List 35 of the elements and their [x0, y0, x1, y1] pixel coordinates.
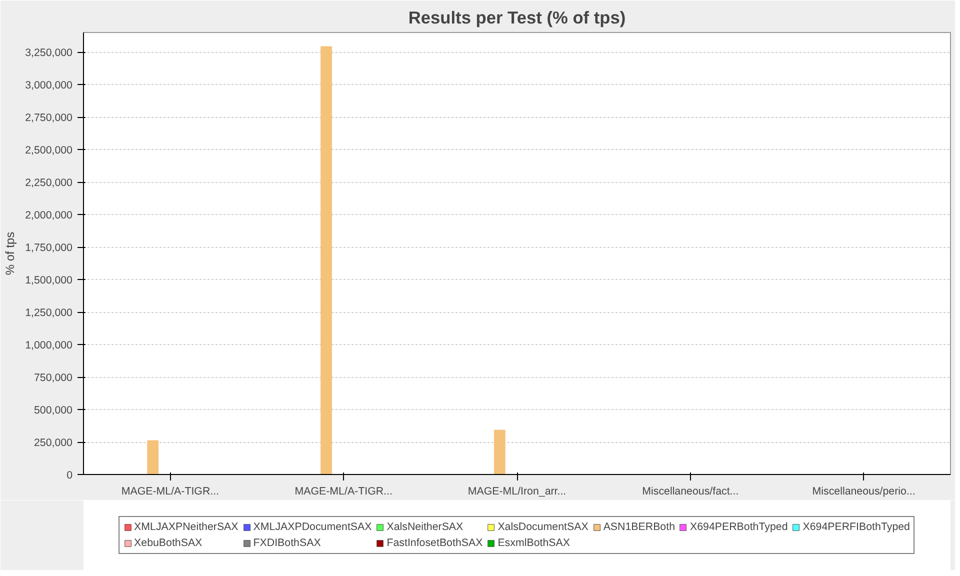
x-tick-label: MAGE-ML/A-TIGR... [294, 486, 392, 498]
legend-label: XalsNeitherSAX [386, 521, 464, 533]
y-tick-label: 3,250,000 [25, 47, 73, 59]
chart-title: Results per Test (% of tps) [408, 8, 626, 28]
bar [320, 46, 332, 474]
x-tick-label: MAGE-ML/A-TIGR... [121, 486, 220, 498]
y-tick-label: 2,000,000 [25, 210, 73, 222]
legend-label: FXDIBothSAX [253, 537, 321, 549]
y-tick-label: 2,250,000 [25, 177, 73, 189]
y-tick-label: 1,000,000 [25, 340, 73, 352]
y-tick-label: 250,000 [34, 437, 73, 449]
y-tick-label: 1,500,000 [25, 274, 73, 286]
x-tick-label: Miscellaneous/perio... [812, 486, 916, 498]
y-axis-title: % of tps [3, 232, 18, 276]
y-tick-label: 2,500,000 [25, 144, 73, 156]
y-tick-label: 1,250,000 [25, 307, 73, 319]
y-tick-label: 750,000 [34, 372, 73, 384]
x-tick-label: MAGE-ML/Iron_arr... [468, 486, 566, 498]
legend-label: XMLJAXPNeitherSAX [134, 521, 238, 533]
legend-label: ASN1BERBoth [603, 521, 675, 533]
y-tick-label: 500,000 [34, 404, 73, 416]
legend-label: XebuBothSAX [134, 537, 202, 549]
y-tick-label: 0 [66, 470, 73, 482]
y-tick-label: 2,750,000 [25, 112, 73, 124]
legend-label: EsxmlBothSAX [498, 537, 570, 549]
y-tick-label: 1,750,000 [25, 242, 73, 254]
legend-label: X694PERFIBothTyped [802, 521, 910, 533]
legend-label: X694PERBothTyped [690, 521, 788, 533]
legend-label: XalsDocumentSAX [498, 521, 588, 533]
y-tick-label: 3,000,000 [25, 80, 73, 92]
bar [147, 440, 159, 474]
legend-label: FastInfosetBothSAX [386, 537, 483, 549]
legend-label: XMLJAXPDocumentSAX [253, 521, 372, 533]
x-tick-label: Miscellaneous/fact... [642, 486, 739, 498]
bar [494, 430, 506, 474]
